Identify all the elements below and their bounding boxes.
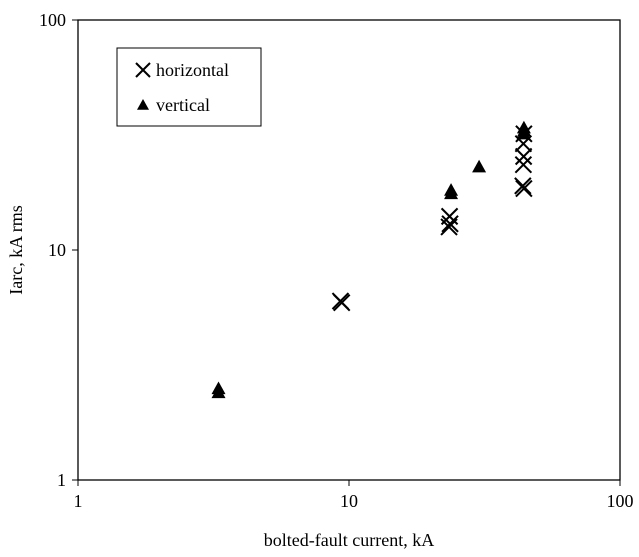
x-axis-title: bolted-fault current, kA	[264, 530, 434, 550]
y-tick-label: 10	[48, 240, 66, 260]
x-tick-label: 1	[74, 491, 83, 511]
x-tick-label: 10	[340, 491, 358, 511]
legend-label: vertical	[156, 95, 210, 115]
y-tick-label: 100	[39, 10, 66, 30]
y-axis-title: Iarc, kA rms	[6, 205, 26, 294]
legend: horizontal vertical	[117, 48, 261, 126]
y-tick-label: 1	[57, 470, 66, 490]
legend-label: horizontal	[156, 60, 229, 80]
x-tick-label: 100	[607, 491, 634, 511]
